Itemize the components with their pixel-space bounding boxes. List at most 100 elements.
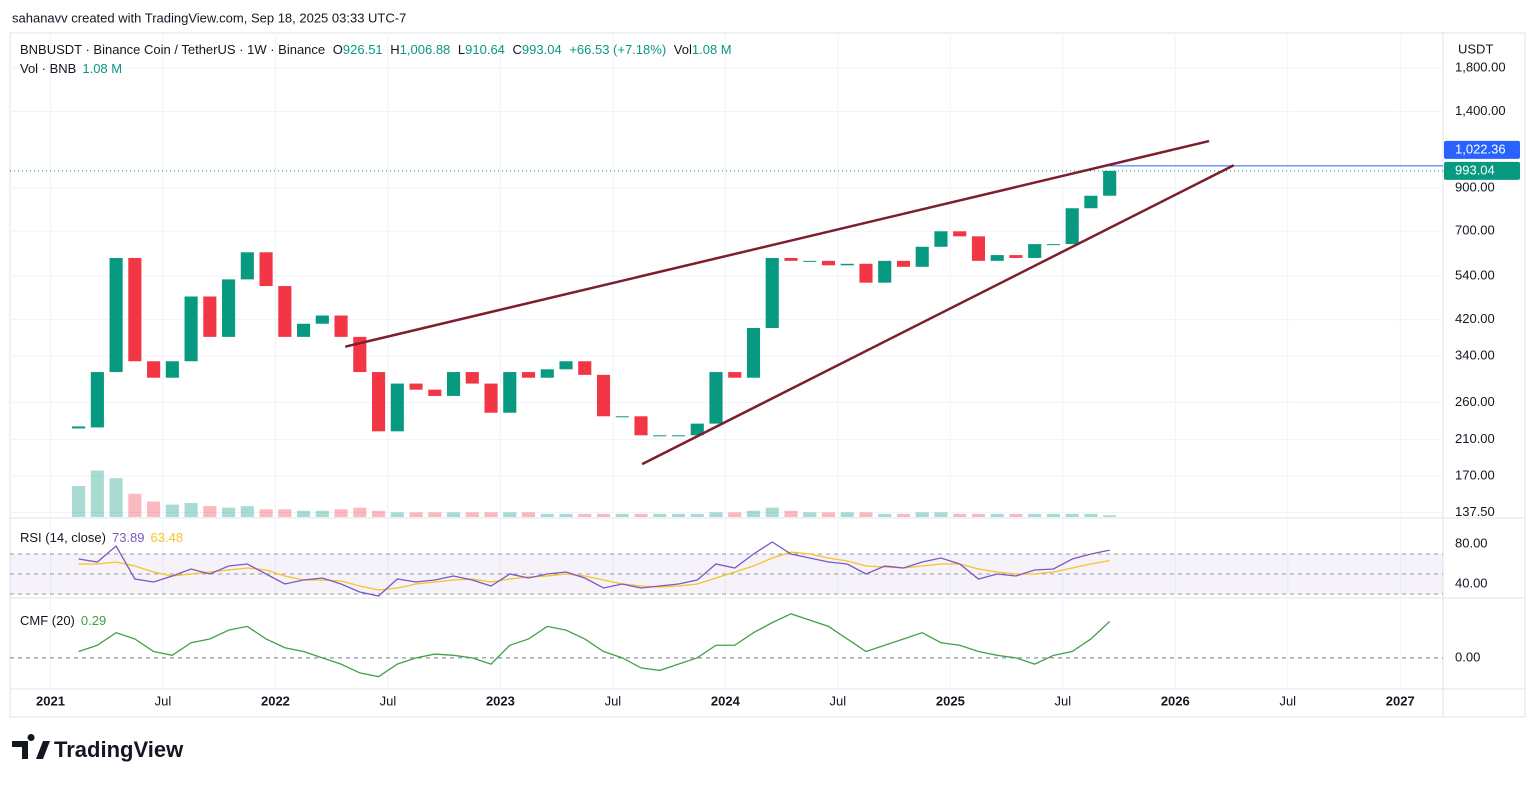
open: 926.51 (343, 42, 383, 57)
price-pane (10, 139, 1443, 517)
unit-bg (1446, 36, 1524, 76)
volume-bar (503, 512, 517, 517)
y-tick-label: 260.00 (1455, 394, 1495, 409)
volume-bar (596, 513, 611, 517)
candle (465, 372, 479, 384)
volume-bar (1103, 515, 1117, 517)
volume-bar (390, 512, 404, 517)
candle (765, 257, 779, 329)
candle (371, 372, 386, 432)
y-tick-label: 170.00 (1455, 467, 1495, 482)
y-tick-label: 700.00 (1455, 223, 1495, 238)
x-tick-label: Jul (380, 693, 397, 708)
volume-bar (90, 470, 104, 517)
cmf-line (78, 613, 1111, 678)
candle (840, 263, 854, 266)
rsi-tick-label: 40.00 (1455, 575, 1488, 590)
candle (128, 257, 142, 362)
volume-bar (559, 513, 573, 517)
volume-bar (690, 513, 704, 517)
volume-bar (653, 513, 667, 517)
y-tick-label: 340.00 (1455, 348, 1495, 363)
volume-bar (634, 513, 648, 517)
candle (109, 257, 123, 373)
y-tick-label: 420.00 (1455, 311, 1495, 326)
volume-bar (1009, 513, 1023, 517)
cmf-legend: CMF (20) 0.29 (20, 613, 106, 628)
candle (240, 252, 254, 280)
high: 1,006.88 (400, 42, 451, 57)
candle (390, 383, 404, 432)
y-tick-label: 210.00 (1455, 431, 1495, 446)
rsi-name: RSI (14, close) (20, 530, 106, 545)
candle (521, 372, 536, 378)
candle (503, 372, 517, 413)
candle (203, 296, 217, 337)
close: 993.04 (522, 42, 562, 57)
vol-legend-label: Vol · BNB (20, 61, 76, 76)
x-tick-label: Jul (605, 693, 622, 708)
volume-bar (297, 510, 311, 517)
volume-bar (1084, 513, 1098, 517)
candle (896, 260, 911, 267)
candle (409, 383, 423, 390)
logo: TradingView (12, 734, 184, 762)
candle (222, 279, 236, 337)
volume-bar (334, 509, 348, 517)
volume-bar (446, 512, 461, 517)
volume-bar (1028, 513, 1042, 517)
cmf-pane (10, 613, 1443, 678)
candle (803, 260, 817, 262)
volume-bar (896, 513, 911, 517)
volume-bar (784, 510, 798, 517)
volume-bar (203, 506, 217, 517)
y-tick-label: 1,400.00 (1455, 103, 1506, 118)
candle (634, 416, 648, 436)
volume-bar (128, 493, 142, 517)
candle (971, 236, 986, 261)
volume-bar (615, 513, 629, 517)
y-tick-label: 540.00 (1455, 268, 1495, 283)
volume-bar (578, 513, 592, 517)
vol-legend-value: 1.08 M (82, 61, 122, 76)
x-tick-label: 2023 (486, 693, 515, 708)
x-tick-label: Jul (155, 693, 172, 708)
candle (334, 315, 348, 337)
volume-bar (934, 512, 948, 517)
trendline (641, 164, 1235, 466)
volume-bar (540, 513, 554, 517)
low: 910.64 (465, 42, 505, 57)
volume-bar (109, 478, 123, 517)
price-label-bg (1444, 140, 1520, 159)
volume-bar (746, 510, 761, 517)
candle (1028, 244, 1042, 258)
volume-bar (184, 503, 198, 517)
candle (184, 296, 198, 362)
x-tick-label: 2027 (1386, 693, 1415, 708)
candle (165, 361, 179, 378)
candle (709, 372, 723, 424)
volume-bar (1065, 513, 1079, 517)
volume-bar (484, 512, 498, 517)
x-tick-label: Jul (1055, 693, 1072, 708)
frame (9, 32, 1526, 718)
candle (540, 369, 554, 378)
x-tick-label: 2026 (1161, 693, 1190, 708)
volume-bar (953, 513, 967, 517)
rsi-value: 73.89 (112, 530, 145, 545)
legend-header: BNBUSDT · Binance Coin / TetherUS · 1W ·… (20, 42, 732, 57)
credit: sahanavv created with TradingView.com, S… (12, 10, 406, 25)
high-label: H (390, 42, 399, 57)
candle (484, 383, 498, 413)
volume-bar (878, 513, 892, 517)
x-tick-label: Jul (1279, 693, 1296, 708)
candle (953, 231, 967, 237)
x-tick-label: 2024 (711, 693, 741, 708)
logo-text: TradingView (54, 737, 184, 762)
candle (1084, 195, 1098, 209)
rsi-legend: RSI (14, close) 73.89 63.48 (20, 530, 183, 545)
candle (859, 263, 873, 283)
x-tick-label: Jul (830, 693, 847, 708)
volume-bar (428, 512, 442, 517)
